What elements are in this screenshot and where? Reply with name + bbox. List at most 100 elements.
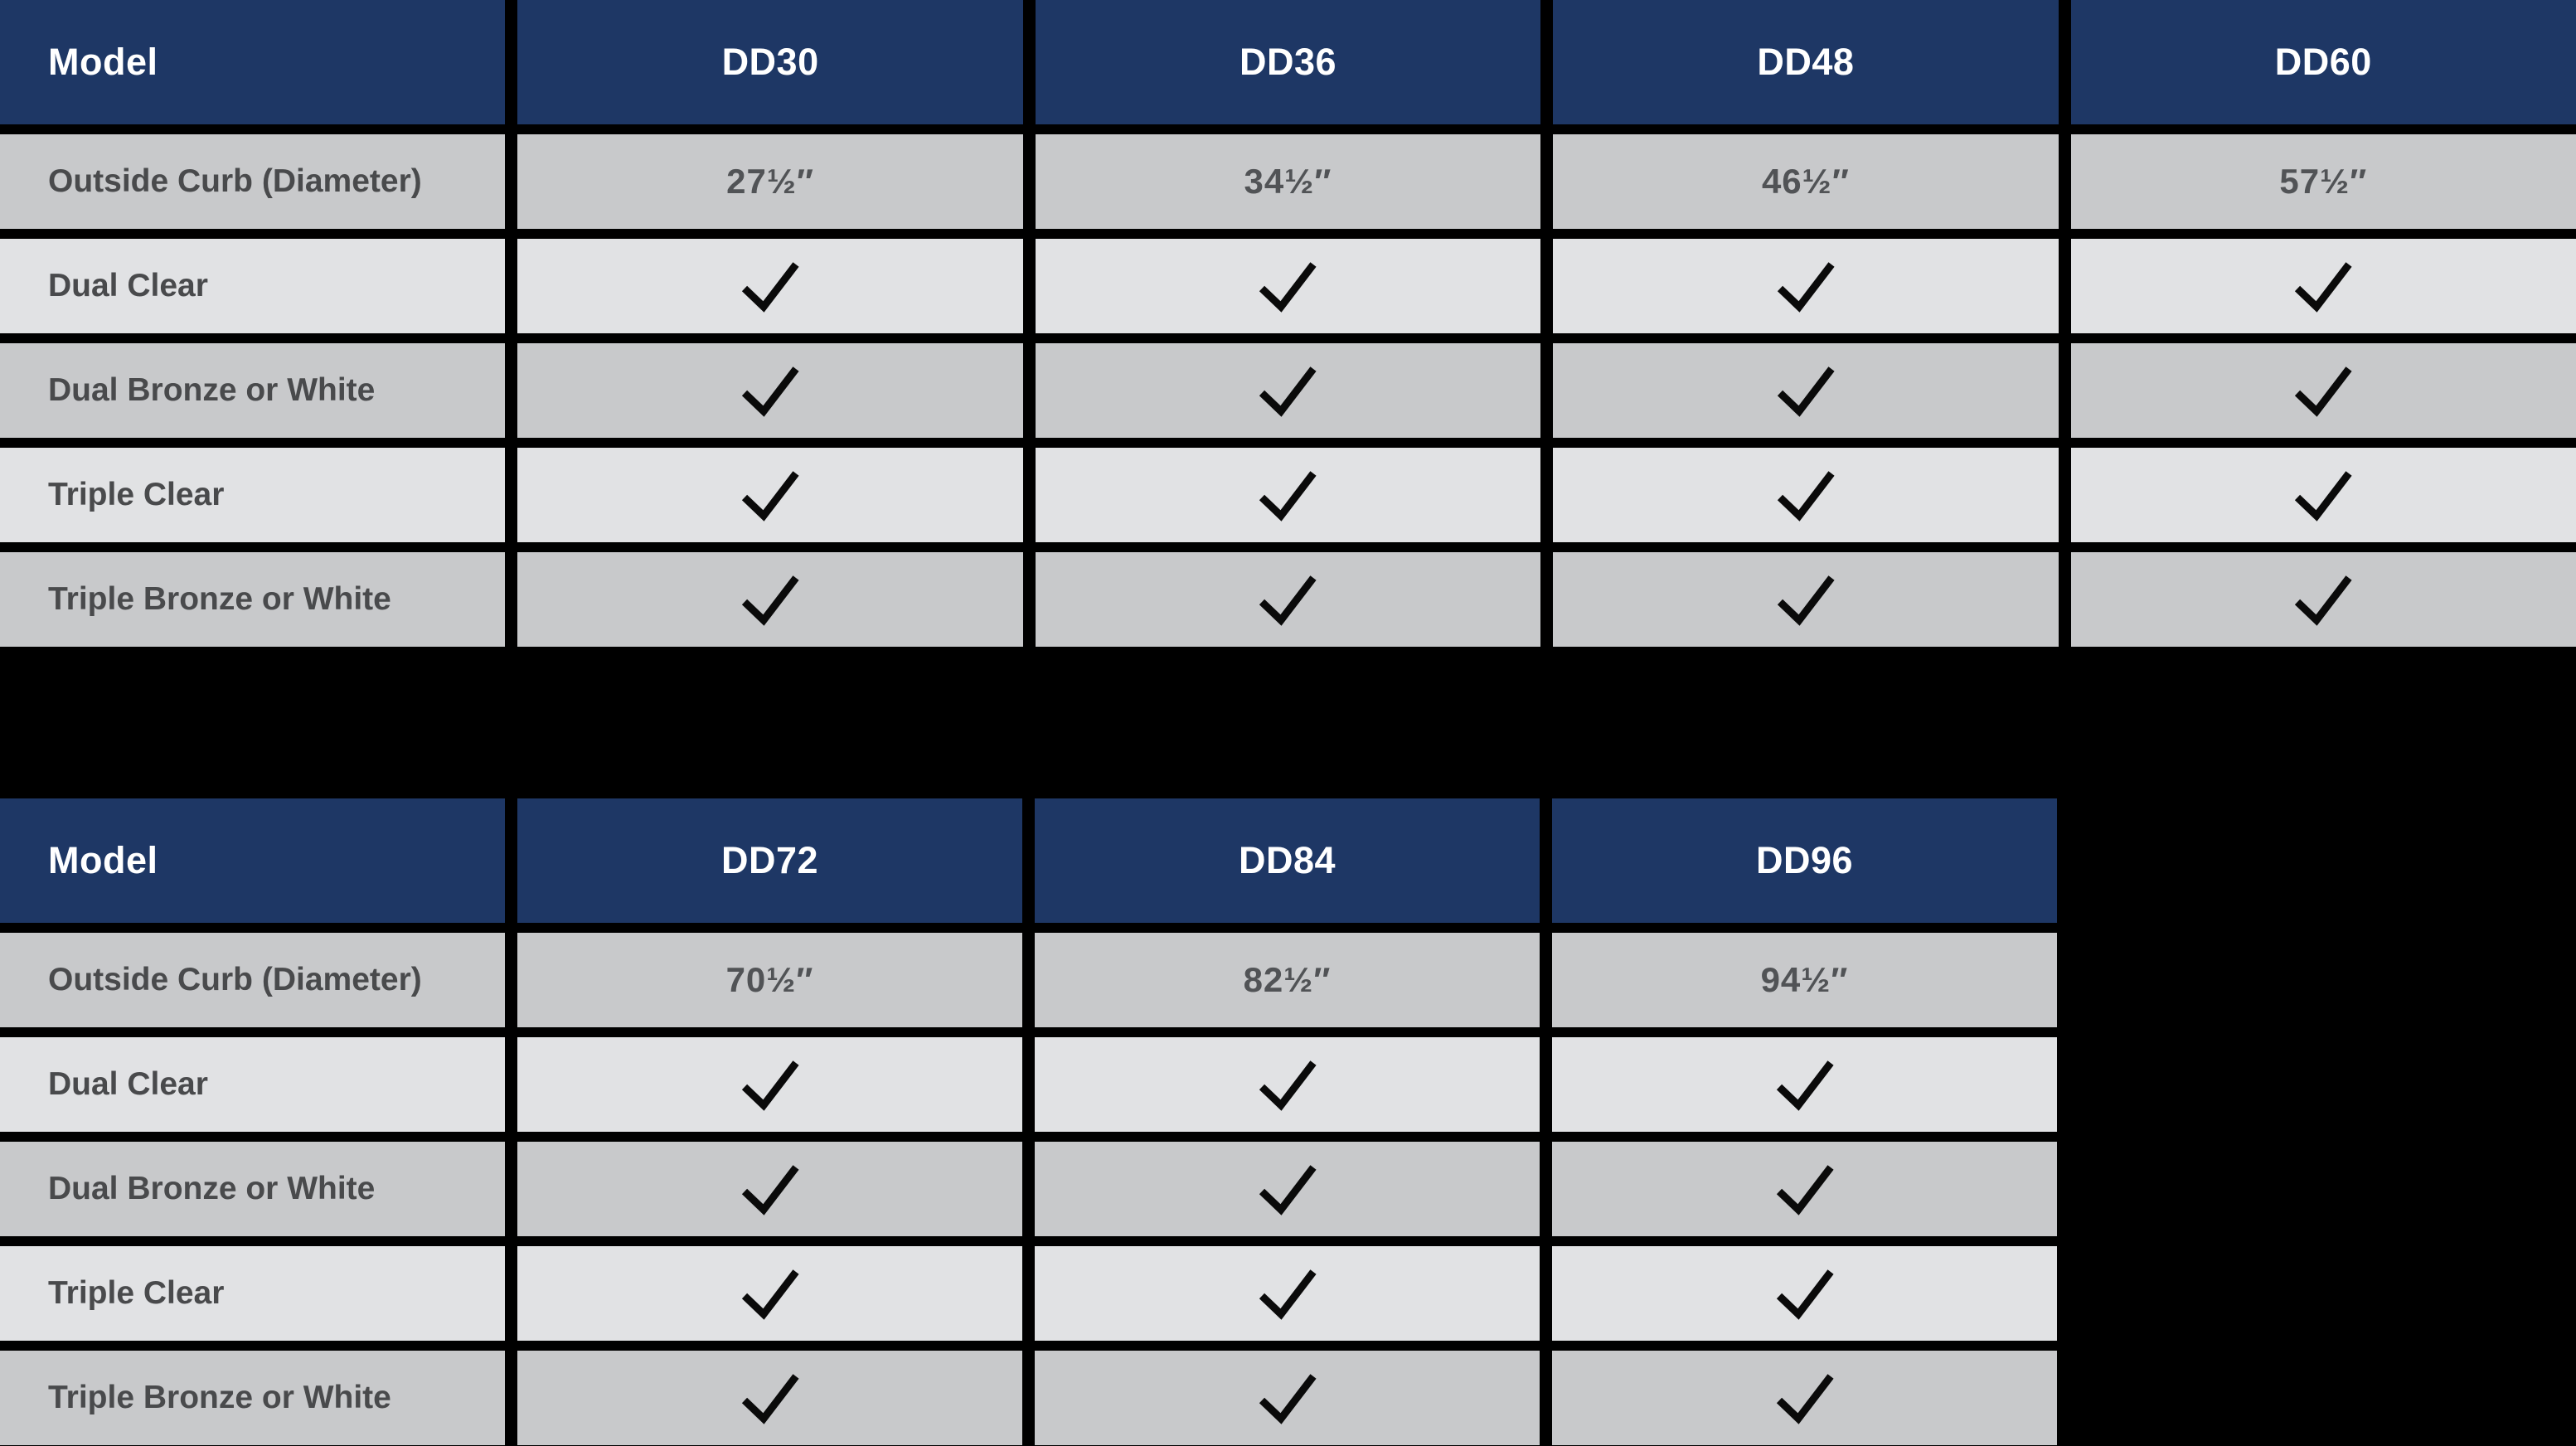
header-label: DD48 xyxy=(1757,41,1855,83)
row-label-cell: Dual Bronze or White xyxy=(0,1142,505,1236)
check-icon xyxy=(2295,575,2352,626)
check-cell xyxy=(517,552,1023,647)
row-label-cell: Triple Bronze or White xyxy=(0,552,506,647)
row-label-cell: Dual Bronze or White xyxy=(0,343,506,438)
header-cell-dd36: DD36 xyxy=(1035,0,1541,124)
row-label: Triple Clear xyxy=(48,1275,225,1311)
check-icon xyxy=(1259,1165,1317,1216)
header-label: DD84 xyxy=(1238,839,1337,881)
row-label-cell: Outside Curb (Diameter) xyxy=(0,933,505,1027)
check-icon xyxy=(2295,471,2352,522)
check-icon xyxy=(1259,1060,1317,1111)
check-icon xyxy=(1776,1165,1834,1216)
check-icon xyxy=(741,1165,799,1216)
spec-value-cell: 27½″ xyxy=(517,134,1023,229)
header-cell-dd96: DD96 xyxy=(1552,798,2057,923)
check-cell xyxy=(1552,1351,2057,1445)
check-cell xyxy=(517,239,1023,333)
check-icon xyxy=(1777,575,1835,626)
header-cell-model: Model xyxy=(0,798,505,923)
check-icon xyxy=(1259,575,1317,626)
check-cell xyxy=(1553,343,2059,438)
header-label: DD30 xyxy=(721,41,819,83)
check-icon xyxy=(741,366,799,417)
spec-value-cell: 34½″ xyxy=(1035,134,1541,229)
check-cell xyxy=(2070,448,2576,542)
header-label: Model xyxy=(48,41,158,83)
spec-table-dd72-dd96: Model DD72 DD84 DD96 Outside Curb (Diameter)… xyxy=(0,798,2057,1445)
check-cell xyxy=(1552,1142,2057,1236)
check-icon xyxy=(2295,262,2352,313)
check-icon xyxy=(741,262,799,313)
row-label-cell: Triple Clear xyxy=(0,448,506,542)
check-icon xyxy=(741,471,799,522)
check-icon xyxy=(1777,366,1835,417)
check-icon xyxy=(1259,262,1317,313)
check-cell xyxy=(1035,1246,1540,1341)
check-cell xyxy=(1552,1246,2057,1341)
row-label-cell: Outside Curb (Diameter) xyxy=(0,134,506,229)
check-cell xyxy=(517,1246,1022,1341)
check-icon xyxy=(1776,1060,1834,1111)
header-cell-dd72: DD72 xyxy=(517,798,1022,923)
check-cell xyxy=(1552,1037,2057,1132)
row-label: Triple Clear xyxy=(48,477,225,512)
check-cell xyxy=(2070,552,2576,647)
check-icon xyxy=(2295,366,2352,417)
row-label-cell: Triple Bronze or White xyxy=(0,1351,505,1445)
check-icon xyxy=(1777,471,1835,522)
spec-value-cell: 82½″ xyxy=(1035,933,1540,1027)
check-icon xyxy=(1259,366,1317,417)
check-cell xyxy=(517,1142,1022,1236)
check-icon xyxy=(1259,1374,1317,1424)
spec-value: 94½″ xyxy=(1760,960,1849,999)
check-icon xyxy=(741,1060,799,1111)
check-cell xyxy=(1035,343,1541,438)
check-cell xyxy=(1553,552,2059,647)
row-label: Dual Bronze or White xyxy=(48,1171,376,1206)
check-cell xyxy=(1553,448,2059,542)
spec-value: 46½″ xyxy=(1761,162,1850,201)
header-cell-model: Model xyxy=(0,0,506,124)
check-icon xyxy=(741,575,799,626)
row-label-cell: Triple Clear xyxy=(0,1246,505,1341)
header-cell-dd30: DD30 xyxy=(517,0,1023,124)
header-label: Model xyxy=(48,839,158,881)
check-cell xyxy=(1035,1351,1540,1445)
header-label: DD96 xyxy=(1755,839,1854,881)
row-label: Dual Clear xyxy=(48,268,208,303)
check-cell xyxy=(517,448,1023,542)
row-label: Triple Bronze or White xyxy=(48,581,391,617)
check-cell xyxy=(517,1351,1022,1445)
header-label: DD36 xyxy=(1239,41,1337,83)
spec-table-dd30-dd60: Model DD30 DD36 DD48 DD60 Outside Curb (Diame… xyxy=(0,0,2576,647)
check-cell xyxy=(2070,343,2576,438)
header-cell-dd48: DD48 xyxy=(1553,0,2059,124)
row-label: Dual Clear xyxy=(48,1066,208,1102)
spec-value: 57½″ xyxy=(2279,162,2368,201)
check-cell xyxy=(1035,1037,1540,1132)
check-icon xyxy=(741,1269,799,1320)
spec-value-cell: 70½″ xyxy=(517,933,1022,1027)
spec-value-cell: 46½″ xyxy=(1553,134,2059,229)
spec-value: 82½″ xyxy=(1243,960,1332,999)
header-label: DD60 xyxy=(2274,41,2372,83)
check-cell xyxy=(2070,239,2576,333)
check-icon xyxy=(741,1374,799,1424)
check-icon xyxy=(1776,1374,1834,1424)
header-cell-dd60: DD60 xyxy=(2070,0,2576,124)
check-icon xyxy=(1259,471,1317,522)
row-label: Triple Bronze or White xyxy=(48,1380,391,1415)
spec-value-cell: 94½″ xyxy=(1552,933,2057,1027)
spec-value: 70½″ xyxy=(725,960,814,999)
check-icon xyxy=(1776,1269,1834,1320)
check-cell xyxy=(1553,239,2059,333)
header-label: DD72 xyxy=(720,839,819,881)
check-icon xyxy=(1259,1269,1317,1320)
header-cell-dd84: DD84 xyxy=(1035,798,1540,923)
row-label: Outside Curb (Diameter) xyxy=(48,163,422,199)
spec-value-cell: 57½″ xyxy=(2070,134,2576,229)
row-label-cell: Dual Clear xyxy=(0,1037,505,1132)
check-cell xyxy=(1035,552,1541,647)
check-cell xyxy=(517,1037,1022,1132)
